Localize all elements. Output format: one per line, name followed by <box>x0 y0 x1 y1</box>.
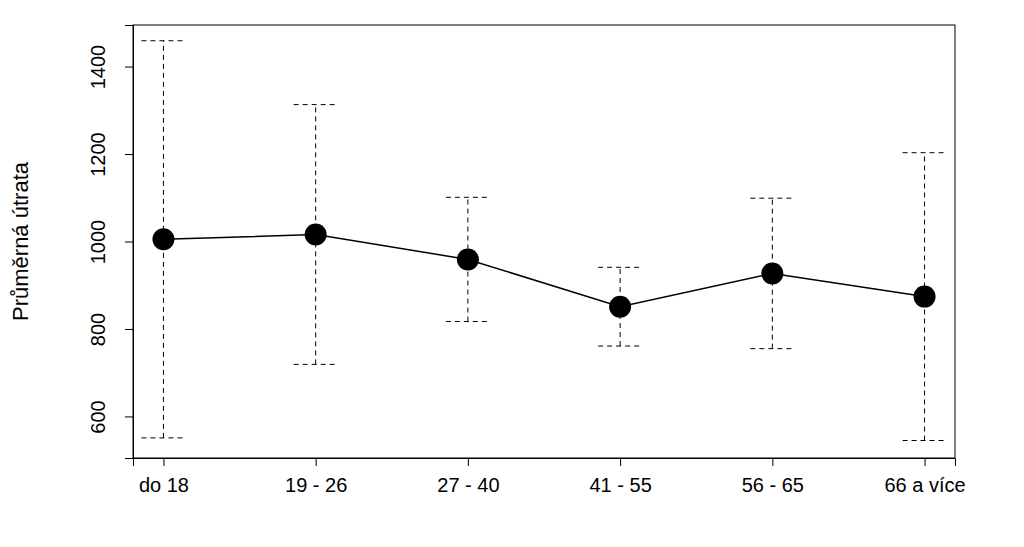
data-point <box>457 248 479 270</box>
y-tick: 1400 <box>87 45 133 90</box>
x-tick-label: 66 a více <box>884 474 965 496</box>
error-bar-cap <box>903 440 947 441</box>
y-tick-mark <box>125 67 133 68</box>
y-tick-label: 1200 <box>87 132 109 177</box>
error-bar-cap <box>141 437 185 438</box>
x-tick-mark <box>772 458 773 466</box>
y-axis: 600 800 1000 1200 1400 <box>87 26 134 459</box>
error-bar <box>446 197 490 321</box>
error-bar <box>750 198 794 348</box>
chart: 600 800 1000 1200 1400 do 18 19 - 26 27 - 40 41 … <box>0 0 1024 547</box>
error-bar-cap <box>141 40 185 41</box>
x-tick-label: 27 - 40 <box>437 474 499 496</box>
data-point <box>761 262 783 284</box>
x-tick: 66 a více <box>884 458 965 496</box>
x-tick-mark <box>316 458 317 466</box>
x-tick-label: 56 - 65 <box>742 474 804 496</box>
error-bar <box>598 267 642 346</box>
error-bar-cap <box>750 198 794 199</box>
x-axis: do 18 19 - 26 27 - 40 41 - 55 56 - 65 66 a ví… <box>134 458 966 496</box>
x-tick-label: 41 - 55 <box>589 474 651 496</box>
error-bar <box>903 153 947 441</box>
y-axis-line <box>125 26 134 459</box>
data-point <box>609 296 631 318</box>
plot: 600 800 1000 1200 1400 do 18 19 - 26 27 - 40 41 … <box>87 25 966 496</box>
plot-frame <box>133 25 955 458</box>
x-tick: 56 - 65 <box>742 458 804 496</box>
marks <box>141 41 946 441</box>
x-tick: 41 - 55 <box>589 458 651 496</box>
y-tick-mark <box>125 329 133 330</box>
error-bar-cap <box>294 104 338 105</box>
x-tick: do 18 <box>139 458 189 496</box>
y-tick-label: 800 <box>87 313 109 346</box>
error-bar-cap <box>903 152 947 153</box>
x-tick-label: do 18 <box>139 474 189 496</box>
error-bar-cap <box>598 346 642 347</box>
y-tick: 1200 <box>87 132 133 177</box>
x-tick-mark <box>620 458 621 466</box>
error-bar-cap <box>446 197 490 198</box>
x-tick-mark <box>468 458 469 466</box>
y-tick-label: 600 <box>87 400 109 433</box>
y-tick-mark <box>125 242 133 243</box>
y-tick-label: 1400 <box>87 45 109 90</box>
y-tick: 1000 <box>87 220 133 265</box>
x-tick-mark <box>163 458 164 466</box>
error-bar-cap <box>446 321 490 322</box>
x-tick-mark <box>925 458 926 466</box>
x-tick: 27 - 40 <box>437 458 499 496</box>
x-axis-line <box>134 459 956 467</box>
y-tick: 600 <box>87 400 133 433</box>
x-tick: 19 - 26 <box>285 458 347 496</box>
data-point <box>305 224 327 246</box>
data-point <box>152 228 174 250</box>
data-line <box>163 235 924 307</box>
y-axis-title: Průměrná útrata <box>8 161 33 321</box>
error-bar-cap <box>598 267 642 268</box>
data-point <box>914 286 936 308</box>
x-tick-label: 19 - 26 <box>285 474 347 496</box>
error-bar-cap <box>750 348 794 349</box>
y-tick: 800 <box>87 313 133 346</box>
error-bar-cap <box>294 364 338 365</box>
y-tick-mark <box>125 154 133 155</box>
y-tick-mark <box>125 416 133 417</box>
y-tick-label: 1000 <box>87 220 109 265</box>
